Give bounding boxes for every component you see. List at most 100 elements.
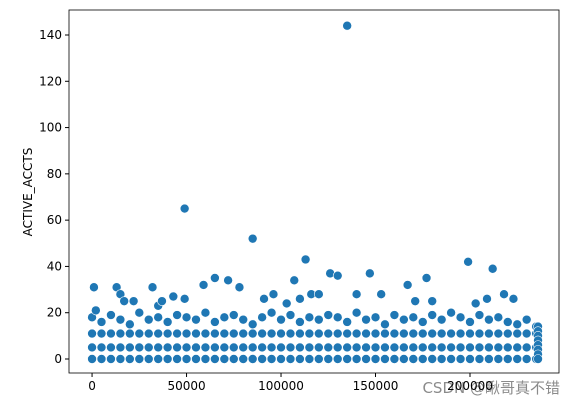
point xyxy=(389,354,400,364)
point xyxy=(455,354,466,364)
point xyxy=(427,342,438,353)
point xyxy=(228,328,239,339)
point xyxy=(238,328,249,339)
point xyxy=(342,328,352,339)
point xyxy=(465,354,475,364)
point xyxy=(172,310,182,320)
point xyxy=(408,342,419,353)
point xyxy=(370,328,381,339)
point xyxy=(268,289,279,299)
point xyxy=(332,270,343,281)
point xyxy=(125,342,135,353)
point xyxy=(257,342,267,353)
point xyxy=(370,312,381,323)
point xyxy=(304,312,315,323)
y-tick-label: 0 xyxy=(54,352,62,366)
point xyxy=(482,294,492,304)
point xyxy=(446,342,456,353)
point xyxy=(172,354,182,364)
point xyxy=(134,342,145,353)
point xyxy=(342,20,352,31)
point xyxy=(370,342,381,353)
y-tick-label: 60 xyxy=(47,213,62,227)
point xyxy=(228,310,239,320)
point xyxy=(474,342,485,353)
point xyxy=(351,289,362,299)
point xyxy=(427,296,438,306)
point xyxy=(238,314,249,325)
point xyxy=(181,312,192,323)
point xyxy=(266,328,277,339)
x-tick-label: 150000 xyxy=(353,379,399,393)
point xyxy=(143,328,154,339)
point xyxy=(96,328,107,339)
point xyxy=(125,319,135,330)
point xyxy=(191,314,201,325)
point xyxy=(427,354,438,364)
point xyxy=(266,354,277,364)
point xyxy=(210,328,220,339)
point xyxy=(181,342,192,353)
point xyxy=(484,328,494,339)
point xyxy=(228,342,239,353)
point xyxy=(162,317,173,327)
point xyxy=(436,328,447,339)
point xyxy=(191,328,201,339)
point xyxy=(502,328,513,339)
point xyxy=(487,263,498,274)
point xyxy=(455,342,466,353)
point xyxy=(512,319,523,330)
point xyxy=(223,275,233,286)
point xyxy=(143,354,154,364)
point xyxy=(521,328,532,339)
point xyxy=(533,354,543,364)
point xyxy=(257,354,267,364)
point xyxy=(512,328,523,339)
point xyxy=(332,342,343,353)
point xyxy=(361,328,371,339)
point xyxy=(332,354,343,364)
point xyxy=(247,342,258,353)
point xyxy=(247,233,258,244)
point xyxy=(257,312,267,323)
point xyxy=(502,317,513,327)
point xyxy=(210,354,220,364)
point xyxy=(484,314,494,325)
point xyxy=(106,310,116,320)
point xyxy=(463,256,473,267)
point xyxy=(115,328,126,339)
y-tick-label: 40 xyxy=(47,259,62,273)
point xyxy=(408,354,419,364)
y-tick-label: 140 xyxy=(39,28,62,42)
point xyxy=(153,312,163,323)
point xyxy=(96,317,107,327)
point xyxy=(380,319,390,330)
point xyxy=(168,291,179,302)
point xyxy=(474,310,485,320)
point xyxy=(276,342,286,353)
point xyxy=(295,354,305,364)
point xyxy=(295,317,305,327)
point xyxy=(200,342,211,353)
point xyxy=(276,354,286,364)
point xyxy=(128,296,139,306)
point xyxy=(179,294,190,304)
x-tick-label: 0 xyxy=(88,379,96,393)
point xyxy=(89,282,99,293)
point xyxy=(210,317,220,327)
point xyxy=(521,314,532,325)
point xyxy=(399,328,409,339)
point xyxy=(408,328,419,339)
point xyxy=(389,342,400,353)
point xyxy=(134,307,145,318)
x-tick-label: 100000 xyxy=(258,379,304,393)
point xyxy=(421,273,432,283)
point xyxy=(179,203,190,214)
point xyxy=(512,342,523,353)
point xyxy=(257,328,267,339)
point xyxy=(323,354,334,364)
y-tick-label: 120 xyxy=(39,74,62,88)
point xyxy=(436,354,447,364)
